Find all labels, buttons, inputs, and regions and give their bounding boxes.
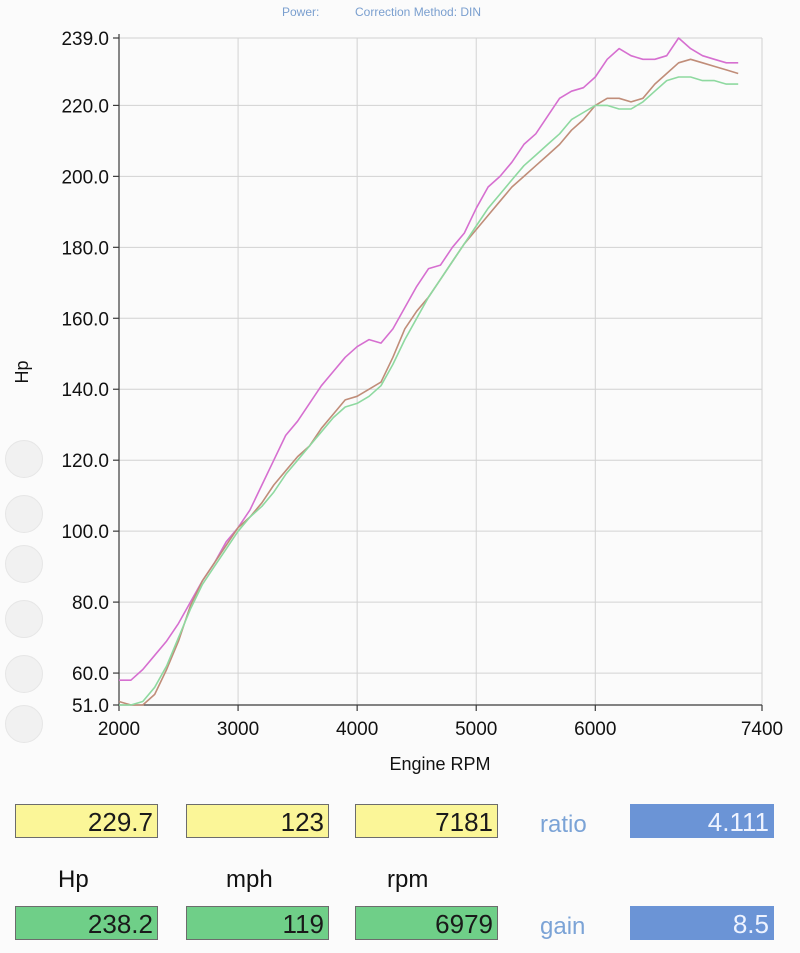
rpm-readout-1: 7181	[355, 804, 498, 838]
ratio-label: ratio	[540, 811, 587, 838]
y-tick-label: 200.0	[61, 167, 109, 188]
ratio-value: 4.111	[630, 804, 774, 838]
y-tick-label: 51.0	[72, 696, 109, 717]
x-tick-label: 5000	[455, 719, 497, 740]
x-tick-label: 4000	[336, 719, 378, 740]
x-axis-title: Engine RPM	[389, 754, 490, 774]
x-tick-label: 7400	[741, 719, 783, 740]
dyno-chart: 2000 3000 4000 5000 6000 7400 51.0 60.0 80.0 100.…	[12, 29, 783, 774]
series-line-3	[119, 76, 739, 706]
x-tick-label: 3000	[217, 719, 259, 740]
y-axis-title: Hp	[12, 360, 32, 383]
y-tick-label: 80.0	[72, 593, 109, 614]
series-line-1	[119, 37, 739, 682]
chart-header: Power: Correction Method: DIN	[0, 3, 800, 21]
y-tick-label: 180.0	[61, 238, 109, 259]
power-label: Power:	[282, 5, 320, 19]
y-tick-label: 160.0	[61, 309, 109, 330]
series-lines	[118, 37, 739, 706]
y-tick-label: 60.0	[72, 664, 109, 685]
x-tick-label: 2000	[98, 719, 140, 740]
mph-readout-2: 119	[186, 906, 329, 940]
grid-lines	[119, 37, 763, 705]
mph-unit-label: mph	[226, 866, 273, 893]
binder-hole	[5, 655, 43, 693]
hp-readout-2: 238.2	[15, 906, 158, 940]
tick-labels: 2000 3000 4000 5000 6000 7400 51.0 60.0 80.0 100.…	[61, 29, 783, 740]
rpm-readout-2: 6979	[355, 906, 498, 940]
binder-hole	[5, 705, 43, 743]
binder-hole	[5, 495, 43, 533]
correction-method-label: Correction Method: DIN	[355, 5, 482, 19]
y-tick-label: 120.0	[61, 451, 109, 472]
y-tick-label: 140.0	[61, 380, 109, 401]
y-tick-label: 239.0	[61, 29, 109, 50]
hp-unit-label: Hp	[58, 866, 89, 893]
binder-hole	[5, 440, 43, 478]
binder-hole	[5, 545, 43, 583]
axes	[113, 34, 763, 711]
series-line-2	[118, 58, 739, 706]
gain-label: gain	[540, 913, 586, 940]
mph-readout-1: 123	[186, 804, 329, 838]
y-tick-label: 220.0	[61, 96, 109, 117]
y-tick-label: 100.0	[61, 522, 109, 543]
x-tick-label: 6000	[574, 719, 616, 740]
rpm-unit-label: rpm	[387, 866, 429, 893]
binder-hole	[5, 600, 43, 638]
hp-readout-1: 229.7	[15, 804, 158, 838]
gain-value: 8.5	[630, 906, 774, 940]
